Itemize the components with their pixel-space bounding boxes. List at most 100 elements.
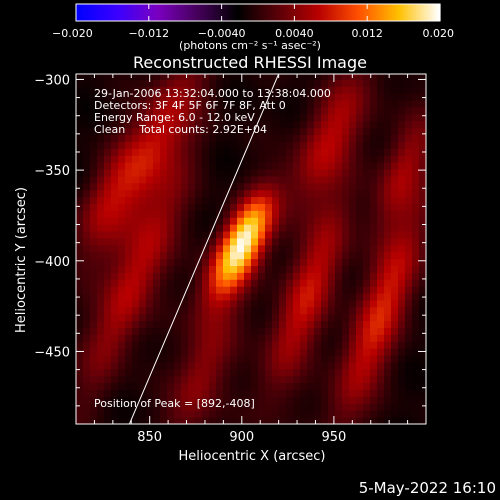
heatmap-cell [111,286,119,294]
heatmap-cell [370,224,378,232]
heatmap-cell [104,107,112,115]
heatmap-cell [244,251,252,260]
heatmap-cell [223,203,231,211]
heatmap-cell [300,107,308,115]
heatmap-cell [300,182,308,191]
heatmap-cell [321,141,329,149]
heatmap-cell [293,217,301,225]
heatmap-cell [349,293,357,301]
heatmap-cell [132,410,140,418]
heatmap-cell [188,189,196,198]
heatmap-cell [209,217,217,225]
heatmap-cell [314,375,322,384]
heatmap-cell [104,299,112,308]
heatmap-cell [286,244,294,253]
heatmap-cell [230,389,238,397]
heatmap-cell [209,203,217,211]
heatmap-cell [139,355,147,363]
heatmap-cell [104,375,112,384]
heatmap-cell [384,189,392,198]
heatmap-cell [188,396,196,404]
heatmap-cell [111,361,119,370]
heatmap-cell [314,189,322,198]
heatmap-cell [356,231,364,239]
heatmap-cell [426,183,434,190]
heatmap-cell [286,120,294,129]
heatmap-cell [167,134,175,142]
heatmap-cell [223,355,231,363]
heatmap-cell [153,210,161,218]
heatmap-cell [251,162,259,170]
heatmap-cell [293,265,301,273]
heatmap-cell [160,375,168,384]
heatmap-cell [335,258,343,266]
heatmap-cell [83,265,91,273]
heatmap-cell [139,196,147,204]
heatmap-cell [90,306,98,315]
heatmap-cell [300,113,308,122]
heatmap-cell [111,375,119,384]
heatmap-cell [174,265,182,273]
heatmap-cell [97,355,105,363]
heatmap-cell [293,396,301,404]
heatmap-cell [251,375,259,384]
heatmap-cell [279,141,287,149]
colorbar-cell [400,4,403,21]
heatmap-cell [216,162,224,170]
heatmap-cell [405,348,413,356]
annotation-peak-position: Position of Peak = [892,-408] [94,397,255,410]
heatmap-cell [195,196,203,204]
heatmap-cell [174,217,182,225]
heatmap-cell [342,79,350,87]
heatmap-cell [132,279,140,287]
heatmap-cell [90,382,98,391]
heatmap-cell [125,196,133,204]
heatmap-cell [321,100,329,108]
heatmap-cell [195,79,203,87]
heatmap-cell [335,396,343,404]
heatmap-cell [363,169,371,177]
heatmap-cell [272,231,280,239]
heatmap-cell [167,355,175,363]
colorbar-cell [404,4,407,21]
heatmap-cell [97,258,105,266]
heatmap-cell [307,361,315,370]
heatmap-cell [209,272,217,280]
heatmap-cell [104,120,112,129]
heatmap-cell [111,210,119,218]
y-tick-label: −350 [34,164,70,179]
heatmap-cell [83,368,91,377]
heatmap-cell [181,182,189,191]
colorbar-cell [432,4,435,21]
heatmap-cell [111,169,119,177]
heatmap-cell [377,389,385,397]
heatmap-cell [167,279,175,287]
heatmap-cell [188,162,196,170]
colorbar-tick-label: 0.020 [423,27,455,40]
heatmap-cell [265,148,273,156]
heatmap-cell [279,203,287,211]
heatmap-cell [258,251,266,260]
heatmap-cell [391,368,399,377]
heatmap-cell [188,113,196,122]
heatmap-cell [125,348,133,356]
heatmap-cell [293,169,301,177]
heatmap-cell [97,417,105,424]
heatmap-cell [132,93,140,101]
heatmap-cell [230,141,238,149]
heatmap-cell [356,189,364,198]
heatmap-cell [328,341,336,349]
heatmap-cell [237,389,245,397]
heatmap-cell [265,293,273,301]
heatmap-cell [258,155,266,163]
heatmap-cell [363,224,371,232]
heatmap-cell [426,128,434,135]
heatmap-cell [209,410,217,418]
heatmap-cell [104,368,112,377]
heatmap-cell [244,244,252,253]
heatmap-cell [363,348,371,356]
heatmap-cell [412,113,420,122]
heatmap-cell [286,417,294,424]
colorbar-cell [236,4,239,21]
heatmap-cell [279,175,287,184]
